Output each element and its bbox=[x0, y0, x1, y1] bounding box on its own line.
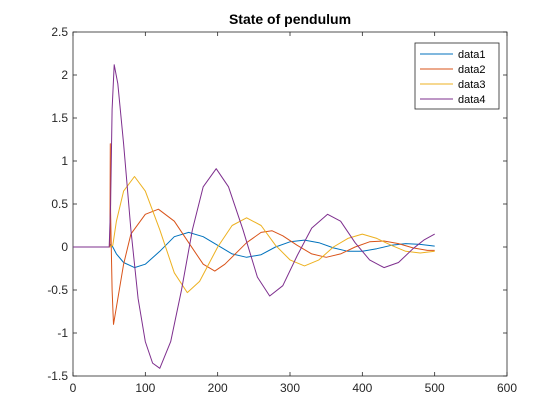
y-tick-label: -0.5 bbox=[47, 283, 68, 297]
x-tick-label: 500 bbox=[425, 381, 445, 395]
x-tick-label: 200 bbox=[208, 381, 228, 395]
legend-label: data2 bbox=[458, 64, 486, 76]
y-tick-label: 0.5 bbox=[51, 197, 68, 211]
series-line-data4 bbox=[73, 64, 435, 369]
y-tick-label: 2 bbox=[61, 68, 68, 82]
x-tick-label: 600 bbox=[497, 381, 517, 395]
legend-label: data3 bbox=[458, 79, 486, 91]
y-tick-label: -1 bbox=[57, 326, 68, 340]
y-tick-label: 0 bbox=[61, 240, 68, 254]
legend-label: data4 bbox=[458, 94, 486, 106]
x-tick-label: 100 bbox=[135, 381, 155, 395]
axes: 0 100 200 300 400 500 600 -1.5 -1 -0.5 0 0.5 1 1.5 2 2.… bbox=[47, 25, 517, 395]
x-tick-label: 300 bbox=[280, 381, 300, 395]
series-layer bbox=[73, 64, 435, 369]
y-tick-label: 1.5 bbox=[51, 111, 68, 125]
x-tick-label: 0 bbox=[70, 381, 77, 395]
y-tick-label: 2.5 bbox=[51, 25, 68, 39]
y-tick-label: 1 bbox=[61, 154, 68, 168]
x-tick-label: 400 bbox=[352, 381, 372, 395]
y-tick-label: -1.5 bbox=[47, 369, 68, 383]
series-line-data2 bbox=[73, 143, 435, 325]
legend-label: data1 bbox=[458, 49, 486, 61]
series-line-data1 bbox=[73, 231, 435, 269]
chart-title: State of pendulum bbox=[229, 11, 351, 27]
legend[interactable]: data1 data2 data3 data4 bbox=[414, 42, 500, 110]
